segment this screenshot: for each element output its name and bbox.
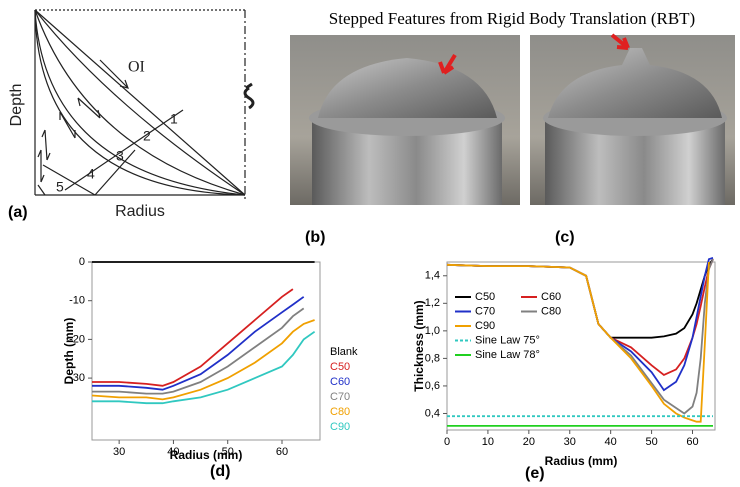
arrow [610,33,630,50]
curve [34,9,246,196]
x-tick-label: 40 [605,436,617,448]
legend-entry: C60 [541,291,561,303]
arrow [438,53,457,75]
legend-entry: C70 [475,305,495,317]
x-tick-label: 40 [167,446,179,458]
x-axis-label: Radius (mm) [170,448,243,462]
x-tick-label: 20 [523,436,535,448]
diagonal [34,9,246,196]
legend-entry: Sine Law 78° [475,349,540,361]
series-line [92,296,305,391]
dome [548,48,722,118]
x-axis-label: Radius (mm) [545,454,618,468]
rotation-symbol [243,82,255,110]
panel-label: (d) [210,463,230,480]
stage-label: 5 [56,179,64,195]
series-line [91,319,315,401]
stage-label: 3 [116,148,124,164]
arrow [59,111,76,139]
series-line [92,288,294,387]
y-axis-label: Thickness (mm) [412,300,426,391]
diagram [34,9,255,200]
stage-label: 2 [143,128,151,144]
panel-labels: (a) (b) (c) (d) (e) [8,204,575,482]
y-label: Depth [8,84,25,127]
series-line [92,307,305,395]
y-tick-label: 1,2 [425,297,440,309]
stage-line [42,164,96,196]
dome [318,58,497,118]
photo-c [530,33,735,205]
panel-label: (a) [8,204,28,221]
y-tick-label: 0 [79,256,85,268]
photo-b [290,35,520,205]
x-tick-label: 30 [564,436,576,448]
y-tick-label: 0,4 [425,407,440,419]
diagram-labels: OI 1 2 3 4 5 Radius Depth [8,59,178,221]
stage-label: 4 [87,166,95,182]
arrow [41,129,51,161]
legend-entry: Sine Law 75° [475,334,540,346]
legend-entry: C80 [541,305,561,317]
x-tick-label: 50 [222,446,234,458]
legend-entry: C60 [330,376,350,388]
x-tick-label: 50 [645,436,657,448]
caption: Stepped Features from Rigid Body Transla… [329,9,695,28]
x-tick-label: 60 [686,436,698,448]
y-tick-label: 0,8 [425,352,440,364]
stage-line [94,149,136,196]
path-label: OI [128,59,145,76]
y-tick-label: -10 [69,295,85,307]
y-axis-label: Depth (mm) [62,318,76,385]
panel-label: (e) [525,465,545,482]
legend-entry: C50 [330,361,350,373]
legend-entry: Blank [330,346,358,358]
arrow [37,149,45,183]
stage-line [64,109,184,191]
x-tick-label: 30 [113,446,125,458]
series-line [92,330,316,405]
series-line [446,261,710,423]
plot-frame [91,261,321,441]
x-tick-label: 10 [482,436,494,448]
legend-entry: C90 [475,320,495,332]
arrow [99,59,129,89]
legend-entry: C50 [475,291,495,303]
curve [34,9,246,196]
plot-frame [446,261,716,431]
y-tick-label: 1,0 [425,325,440,337]
x-tick-label: 0 [444,436,450,448]
x-label: Radius [115,203,165,220]
y-tick-label: -20 [69,333,85,345]
panel-label: (c) [555,229,575,246]
arrow [77,97,101,119]
curve [34,9,246,196]
curve [34,9,246,196]
stage-label: 1 [170,111,178,127]
panel-label: (b) [305,229,325,246]
legend-entry: C90 [330,421,350,433]
stage-line [37,184,46,196]
y-tick-label: 0,6 [425,380,440,392]
legend-entry: C80 [330,406,350,418]
y-tick-label: 1,4 [425,270,440,282]
y-tick-label: -30 [69,372,85,384]
legend-entry: C70 [330,391,350,403]
x-tick-label: 60 [276,446,288,458]
